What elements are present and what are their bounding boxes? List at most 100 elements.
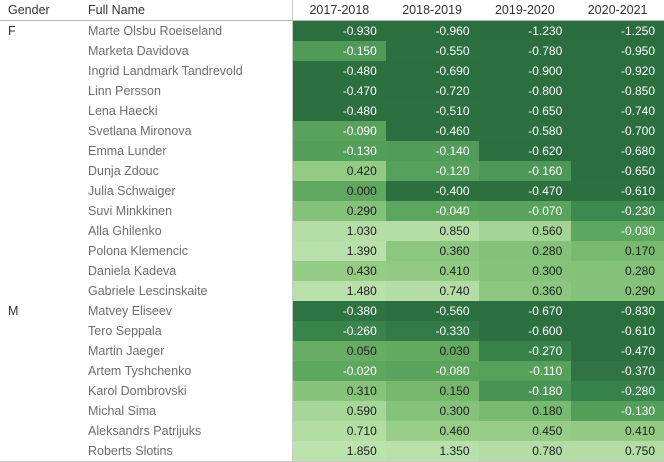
value-cell[interactable]: 0.280 [571,261,664,281]
value-cell[interactable]: 0.410 [385,261,479,281]
col-header-gender[interactable]: Gender [8,3,50,17]
value-cell[interactable]: -0.180 [478,381,572,401]
gender-label[interactable] [0,121,85,141]
value-cell[interactable]: -0.130 [293,141,386,161]
value-cell[interactable]: -0.160 [478,161,572,181]
value-cell[interactable]: -0.120 [385,161,479,181]
value-cell[interactable]: 0.310 [293,381,386,401]
athlete-name[interactable]: Aleksandrs Patrijuks [85,421,265,441]
value-cell[interactable]: -0.110 [478,361,572,381]
value-cell[interactable]: -0.610 [571,181,664,201]
gender-label[interactable]: M [0,301,85,321]
value-cell[interactable]: -0.260 [293,321,386,341]
value-cell[interactable]: 0.410 [571,421,664,441]
value-cell[interactable]: -0.700 [571,121,664,141]
value-cell[interactable]: -0.650 [478,101,572,121]
value-cell[interactable]: 0.420 [293,161,386,181]
value-cell[interactable]: 0.740 [385,281,479,301]
athlete-name[interactable]: Polona Klemencic [85,241,265,261]
athlete-name[interactable]: Martin Jaeger [85,341,265,361]
value-cell[interactable]: -0.090 [293,121,386,141]
value-cell[interactable]: -0.950 [571,41,664,61]
value-cell[interactable]: -0.370 [571,361,664,381]
gender-label[interactable] [0,261,85,281]
value-cell[interactable]: -0.400 [385,181,479,201]
value-cell[interactable]: -0.480 [293,61,386,81]
value-cell[interactable]: -0.460 [385,121,479,141]
value-cell[interactable]: 0.560 [478,221,572,241]
value-cell[interactable]: -0.140 [385,141,479,161]
value-cell[interactable]: -0.230 [571,201,664,221]
athlete-name[interactable]: Karol Dombrovski [85,381,265,401]
athlete-name[interactable]: Gabriele Lescinskaite [85,281,265,301]
value-cell[interactable]: 0.300 [385,401,479,421]
athlete-name[interactable]: Tero Seppala [85,321,265,341]
col-header-season-2019-2020[interactable]: 2019-2020 [494,3,555,17]
col-header-season-2018-2019[interactable]: 2018-2019 [402,3,463,17]
value-cell[interactable]: 0.710 [293,421,386,441]
value-cell[interactable]: -0.270 [478,341,572,361]
value-cell[interactable]: -0.690 [385,61,479,81]
athlete-name[interactable]: Matvey Eliseev [85,301,265,321]
value-cell[interactable]: -0.960 [385,21,479,41]
gender-label[interactable] [0,241,85,261]
athlete-name[interactable]: Suvi Minkkinen [85,201,265,221]
value-cell[interactable]: -0.650 [571,161,664,181]
value-cell[interactable]: 0.300 [478,261,572,281]
athlete-name[interactable]: Ingrid Landmark Tandrevold [85,61,265,81]
value-cell[interactable]: -0.480 [293,101,386,121]
value-cell[interactable]: -0.580 [478,121,572,141]
value-cell[interactable]: -0.040 [385,201,479,221]
athlete-name[interactable]: Svetlana Mironova [85,121,265,141]
value-cell[interactable]: 0.290 [571,281,664,301]
gender-label[interactable] [0,141,85,161]
value-cell[interactable]: -0.510 [385,101,479,121]
value-cell[interactable]: 1.390 [293,241,386,261]
value-cell[interactable]: -0.610 [571,321,664,341]
gender-label[interactable] [0,421,85,441]
gender-label[interactable] [0,361,85,381]
value-cell[interactable]: -0.330 [385,321,479,341]
value-cell[interactable]: -0.280 [571,381,664,401]
value-cell[interactable]: 0.780 [478,441,572,461]
value-cell[interactable]: -0.150 [293,41,386,61]
value-cell[interactable]: 0.850 [385,221,479,241]
value-cell[interactable]: 0.000 [293,181,386,201]
value-cell[interactable]: 1.030 [293,221,386,241]
value-cell[interactable]: -0.380 [293,301,386,321]
value-cell[interactable]: 0.050 [293,341,386,361]
value-cell[interactable]: -1.230 [478,21,572,41]
value-cell[interactable]: 0.750 [571,441,664,461]
value-cell[interactable]: -0.600 [478,321,572,341]
value-cell[interactable]: -0.070 [478,201,572,221]
sort-button[interactable] [265,0,293,20]
gender-label[interactable] [0,81,85,101]
value-cell[interactable]: -0.930 [293,21,386,41]
gender-label[interactable] [0,201,85,221]
athlete-name[interactable]: Roberts Slotins [85,441,265,461]
value-cell[interactable]: 0.150 [385,381,479,401]
gender-label[interactable] [0,61,85,81]
col-header-full-name[interactable]: Full Name [88,3,145,17]
athlete-name[interactable]: Daniela Kadeva [85,261,265,281]
athlete-name[interactable]: Alla Ghilenko [85,221,265,241]
value-cell[interactable]: -0.470 [571,341,664,361]
gender-label[interactable] [0,161,85,181]
athlete-name[interactable]: Artem Tyshchenko [85,361,265,381]
gender-label[interactable] [0,181,85,201]
gender-label[interactable] [0,281,85,301]
value-cell[interactable]: -0.780 [478,41,572,61]
col-header-season-2020-2021[interactable]: 2020-2021 [587,3,648,17]
value-cell[interactable]: -0.620 [478,141,572,161]
value-cell[interactable]: -0.670 [478,301,572,321]
value-cell[interactable]: -0.900 [478,61,572,81]
gender-label[interactable] [0,41,85,61]
athlete-name[interactable]: Marketa Davidova [85,41,265,61]
athlete-name[interactable]: Michal Sima [85,401,265,421]
value-cell[interactable]: -0.080 [385,361,479,381]
gender-label[interactable] [0,101,85,121]
gender-label[interactable] [0,381,85,401]
value-cell[interactable]: 0.170 [571,241,664,261]
value-cell[interactable]: 0.450 [478,421,572,441]
value-cell[interactable]: -0.470 [478,181,572,201]
